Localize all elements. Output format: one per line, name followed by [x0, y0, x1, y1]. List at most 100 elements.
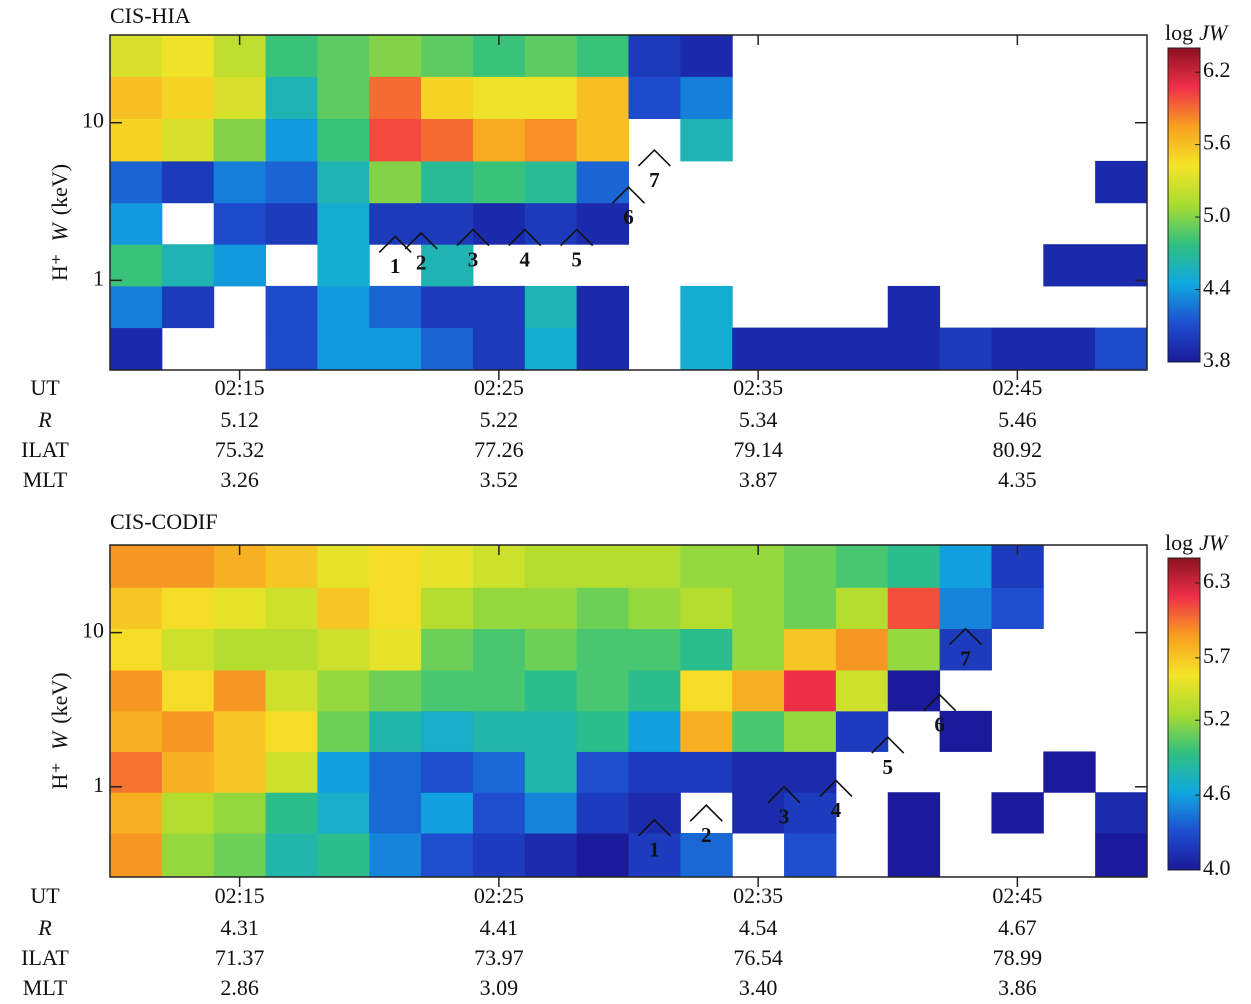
heatmap-cell [835, 327, 889, 371]
heatmap-cell [421, 327, 474, 371]
heatmap-cell [110, 669, 163, 712]
heatmap-cell [421, 76, 474, 119]
heatmap-cell [939, 327, 992, 371]
heatmap-cell [732, 587, 785, 629]
heatmap-cell [213, 751, 267, 793]
colorbar-label-symbol: JW [1199, 20, 1229, 45]
colorbar-tick-label: 5.2 [1203, 705, 1231, 730]
heatmap-cell [524, 76, 578, 119]
heatmap-cell [835, 628, 889, 671]
heatmap-cell [524, 327, 578, 371]
colorbar-label-prefix: log [1165, 530, 1193, 555]
y-label-ion: H⁺ [47, 762, 72, 790]
heatmap-cell [887, 669, 941, 712]
annotation-caret [689, 804, 723, 822]
y-tick-label: 10 [82, 108, 104, 133]
heatmap-cell [524, 118, 578, 162]
colorbar-tick-label: 4.4 [1203, 275, 1231, 300]
heatmap-cell [732, 669, 785, 712]
annotation-label: 4 [520, 247, 531, 271]
heatmap-cell [1095, 832, 1148, 878]
heatmap-cell [576, 587, 629, 629]
heatmap-cell [784, 545, 837, 588]
x-tick-label: 02:15 [215, 883, 265, 908]
heatmap-cell [524, 628, 578, 671]
heatmap-cell [576, 751, 629, 793]
heatmap-cell [524, 160, 578, 204]
heatmap-cell [161, 76, 215, 119]
heatmap-cell [369, 545, 422, 588]
heatmap-cell [161, 160, 215, 204]
heatmap-cell [213, 792, 267, 834]
heatmap-cell [472, 285, 526, 329]
orbit-value: 4.35 [998, 467, 1037, 492]
heatmap-cell [161, 244, 215, 287]
orbit-value: 80.92 [993, 437, 1043, 462]
orbit-value: 3.26 [220, 467, 259, 492]
orbit-value: 4.54 [739, 915, 778, 940]
heatmap-cell [369, 669, 422, 712]
orbit-value: 73.97 [474, 945, 524, 970]
heatmap-cell [213, 118, 267, 162]
annotation-caret [948, 627, 983, 646]
heatmap-cell [369, 628, 422, 671]
heatmap-cell [628, 710, 681, 752]
heatmap-cell [784, 710, 837, 752]
heatmap-cell [939, 628, 992, 671]
heatmap-cell [991, 327, 1044, 371]
heatmap-cell [1095, 792, 1148, 834]
heatmap-cell [421, 35, 474, 77]
heatmap-cell [472, 792, 526, 834]
x-tick-label: 02:35 [733, 375, 783, 400]
orbit-value: 4.31 [220, 915, 259, 940]
heatmap-cell [576, 669, 629, 712]
heatmap-cell [784, 751, 837, 793]
heatmap-cell [524, 35, 578, 77]
heatmap-cell [110, 160, 163, 204]
plot-frame [109, 544, 1148, 878]
y-tick-label: 1 [93, 265, 104, 290]
heatmap-cell [576, 710, 629, 752]
orbit-row-label: MLT [23, 975, 68, 1000]
annotation-caret [404, 231, 438, 250]
annotation-caret [508, 228, 542, 247]
heatmap-cell [317, 244, 370, 287]
heatmap-cell [317, 76, 370, 119]
orbit-row-label: ILAT [21, 437, 69, 462]
heatmap-cell [265, 792, 318, 834]
heatmap-cell [265, 587, 318, 629]
annotation-label: 7 [960, 647, 971, 671]
heatmap-cell [317, 669, 370, 712]
heatmap-cell [265, 160, 318, 204]
heatmap-cell [421, 285, 474, 329]
heatmap-cell [472, 160, 526, 204]
heatmap-cell [369, 35, 422, 77]
heatmap-cell [421, 628, 474, 671]
heatmap-cell [784, 628, 837, 671]
heatmap-cell [317, 751, 370, 793]
y-label-symbol: W [47, 222, 72, 242]
annotation-caret [871, 735, 905, 754]
heatmap-cell [835, 587, 889, 629]
heatmap-cell [628, 669, 681, 712]
heatmap-cell [421, 545, 474, 588]
heatmap-cell [110, 327, 163, 371]
heatmap-cell [161, 285, 215, 329]
heatmap-cell [265, 669, 318, 712]
heatmap-cell [213, 160, 267, 204]
heatmap-cell [161, 587, 215, 629]
heatmap-cell [887, 792, 941, 834]
panel-title: CIS-HIA [110, 3, 191, 28]
orbit-value: 4.67 [998, 915, 1037, 940]
plot-frame [109, 34, 1148, 371]
heatmap-cell [991, 587, 1044, 629]
heatmap-cell [369, 202, 422, 245]
heatmap-cell [317, 160, 370, 204]
heatmap-cell [887, 832, 941, 878]
heatmap-cell [421, 832, 474, 878]
heatmap-cell [680, 751, 733, 793]
heatmap-cell [628, 832, 681, 878]
heatmap-cell [680, 76, 733, 119]
heatmap-cell [887, 327, 941, 371]
